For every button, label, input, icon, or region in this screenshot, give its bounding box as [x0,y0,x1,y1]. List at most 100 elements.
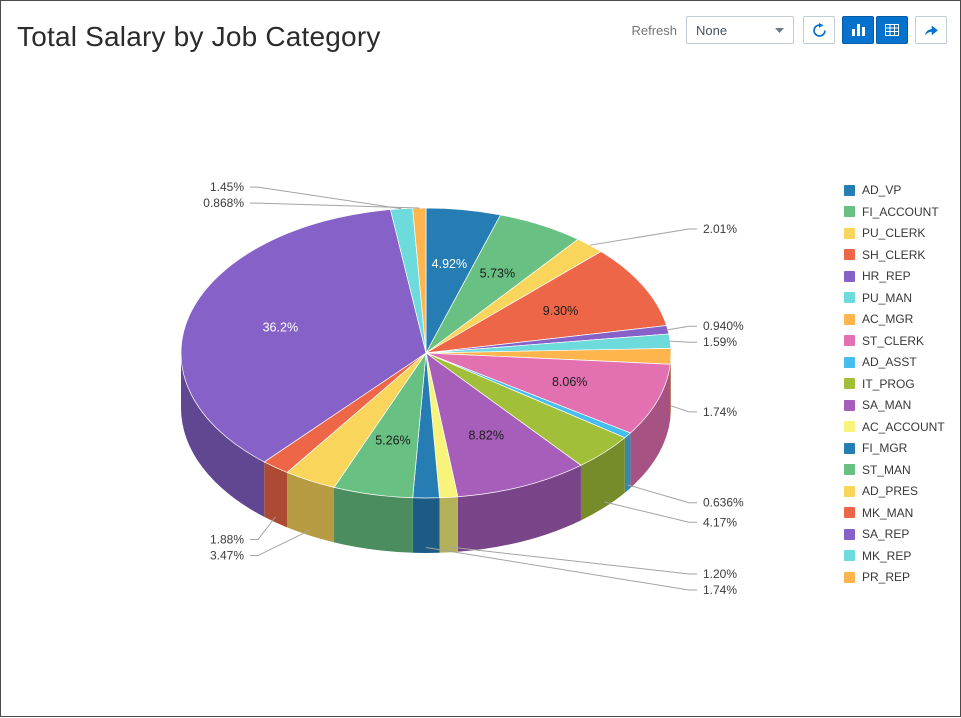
legend-label: AD_ASST [862,355,917,369]
chevron-down-icon [775,27,784,33]
callout-leader-line [604,501,697,523]
callout-leader-line [250,202,420,209]
share-arrow-icon [924,25,938,36]
callout-value-label: 1.74% [703,583,737,597]
legend-swatch [844,507,855,518]
legend-swatch [844,292,855,303]
legend-label: HR_REP [862,269,911,283]
data-view-button[interactable] [876,16,908,44]
callout-leader-line [670,405,697,413]
pie-slice-side-SA_REP [181,353,265,517]
legend-item-HR_REP[interactable]: HR_REP [844,269,945,283]
legend-item-PU_CLERK[interactable]: PU_CLERK [844,226,945,240]
legend-label: PR_REP [862,570,911,584]
legend-item-AD_PRES[interactable]: AD_PRES [844,484,945,498]
legend-item-MK_REP[interactable]: MK_REP [844,549,945,563]
legend-swatch [844,399,855,411]
callout-value-label: 1.20% [703,567,737,581]
toolbar: Refresh None [631,16,947,44]
refresh-button[interactable] [803,16,835,44]
callout-value-label: 0.636% [703,496,744,510]
refresh-interval-value: None [696,22,728,38]
slice-value-label: 5.26% [375,434,410,448]
legend-item-ST_MAN[interactable]: ST_MAN [844,463,945,477]
callout-value-label: 1.88% [210,533,244,547]
legend-item-PU_MAN[interactable]: PU_MAN [844,291,945,305]
callout-value-label: 4.17% [703,515,737,529]
legend-swatch [844,270,855,282]
slice-value-label: 5.73% [480,267,515,281]
legend-swatch [844,421,855,432]
legend-label: SA_REP [862,527,910,541]
chart-view-button[interactable] [842,16,874,44]
refresh-icon [812,22,826,37]
slice-value-label: 8.06% [552,375,587,389]
go-button[interactable] [915,16,947,44]
pie-slice-side-ST_MAN [334,487,413,553]
callout-leader-line [670,340,697,343]
legend-swatch [844,249,855,260]
callout-leader-line [250,186,402,210]
callout-value-label: 2.01% [703,222,737,236]
legend-item-ST_CLERK[interactable]: ST_CLERK [844,334,945,348]
pie-slice-ST_CLERK[interactable] [425,352,671,434]
view-toggle-group [842,16,908,44]
pie-slice-side-FI_MGR [412,497,440,553]
legend-item-AD_ASST[interactable]: AD_ASST [844,355,945,369]
pie-slice-SH_CLERK[interactable] [425,251,668,354]
callout-value-label: 0.940% [703,319,744,333]
pie-slice-side-AD_PRES [287,472,335,543]
pie-slice-side-AC_ACCOUNT [439,496,458,553]
slice-value-label: 4.92% [432,257,467,271]
legend-swatch [844,227,855,239]
callout-leader-line [426,547,697,591]
callout-value-label: 1.59% [703,335,737,349]
legend-item-MK_MAN[interactable]: MK_MAN [844,506,945,520]
legend-label: PU_MAN [862,290,913,305]
legend-item-IT_PROG[interactable]: IT_PROG [844,377,945,391]
legend-label: IT_PROG [862,376,915,391]
legend-item-SA_REP[interactable]: SA_REP [844,527,945,541]
legend-item-PR_REP[interactable]: PR_REP [844,570,945,584]
legend-label: ST_MAN [862,462,911,477]
legend-swatch [844,184,855,196]
callout-leader-line [250,529,311,557]
legend-swatch [844,206,855,217]
legend-label: FI_MGR [862,441,908,455]
callout-leader-line [250,516,276,541]
legend-swatch [844,464,855,475]
legend-item-AC_ACCOUNT[interactable]: AC_ACCOUNT [844,420,945,434]
legend-swatch [844,571,855,583]
legend-item-FI_MGR[interactable]: FI_MGR [844,441,945,455]
refresh-interval-select[interactable]: None [686,16,794,44]
pie-slice-SA_MAN[interactable] [425,352,582,498]
legend-item-FI_ACCOUNT[interactable]: FI_ACCOUNT [844,205,945,219]
bar-chart-icon [851,24,865,36]
callout-value-label: 3.47% [210,549,244,563]
legend-swatch [844,335,855,346]
table-icon [885,24,899,36]
legend-label: PU_CLERK [862,226,926,240]
legend-swatch [844,313,855,325]
legend-label: SA_MAN [862,398,912,412]
callout-value-label: 1.45% [210,180,244,194]
pie-slice-side-IT_PROG [580,437,625,521]
legend-item-SH_CLERK[interactable]: SH_CLERK [844,248,945,262]
legend-swatch [844,356,855,368]
refresh-label: Refresh [631,22,677,38]
legend-item-SA_MAN[interactable]: SA_MAN [844,398,945,412]
callout-leader-line [627,484,697,504]
slice-value-label: 36.2% [263,320,298,334]
pie-slice-side-MK_MAN [264,461,288,528]
legend-label: AC_MGR [862,312,914,326]
slice-value-label: 9.30% [543,304,578,318]
pie-slice-side-ST_CLERK [630,364,671,488]
legend-label: MK_REP [862,548,912,563]
legend-swatch [844,442,855,454]
legend-item-AC_MGR[interactable]: AC_MGR [844,312,945,326]
legend-item-AD_VP[interactable]: AD_VP [844,183,945,197]
pie-slice-SA_REP[interactable] [180,209,427,463]
legend-label: FI_ACCOUNT [862,204,939,219]
